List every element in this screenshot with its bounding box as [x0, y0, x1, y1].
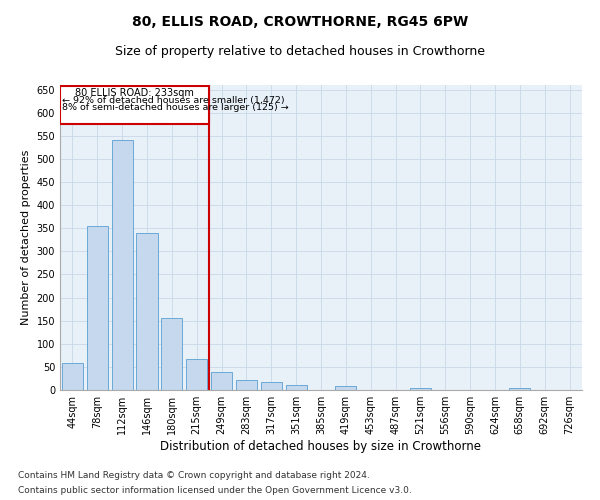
Text: 80, ELLIS ROAD, CROWTHORNE, RG45 6PW: 80, ELLIS ROAD, CROWTHORNE, RG45 6PW: [132, 15, 468, 29]
Bar: [286, 386, 307, 390]
FancyBboxPatch shape: [60, 86, 209, 124]
Bar: [509, 388, 530, 390]
Bar: [410, 388, 431, 390]
Text: 8% of semi-detached houses are larger (125) →: 8% of semi-detached houses are larger (1…: [62, 104, 289, 112]
Bar: [236, 380, 257, 390]
Bar: [161, 318, 182, 390]
Text: 80 ELLIS ROAD: 233sqm: 80 ELLIS ROAD: 233sqm: [75, 88, 194, 98]
Bar: [211, 372, 232, 390]
Bar: [112, 140, 133, 390]
Text: Size of property relative to detached houses in Crowthorne: Size of property relative to detached ho…: [115, 45, 485, 58]
Text: ← 92% of detached houses are smaller (1,472): ← 92% of detached houses are smaller (1,…: [62, 96, 285, 105]
Text: Contains HM Land Registry data © Crown copyright and database right 2024.: Contains HM Land Registry data © Crown c…: [18, 471, 370, 480]
Text: Contains public sector information licensed under the Open Government Licence v3: Contains public sector information licen…: [18, 486, 412, 495]
Bar: [87, 226, 108, 390]
Bar: [62, 363, 83, 390]
Y-axis label: Number of detached properties: Number of detached properties: [21, 150, 31, 325]
Bar: [136, 233, 158, 390]
Bar: [335, 386, 356, 390]
X-axis label: Distribution of detached houses by size in Crowthorne: Distribution of detached houses by size …: [161, 440, 482, 453]
Bar: [186, 358, 207, 390]
Bar: [261, 382, 282, 390]
